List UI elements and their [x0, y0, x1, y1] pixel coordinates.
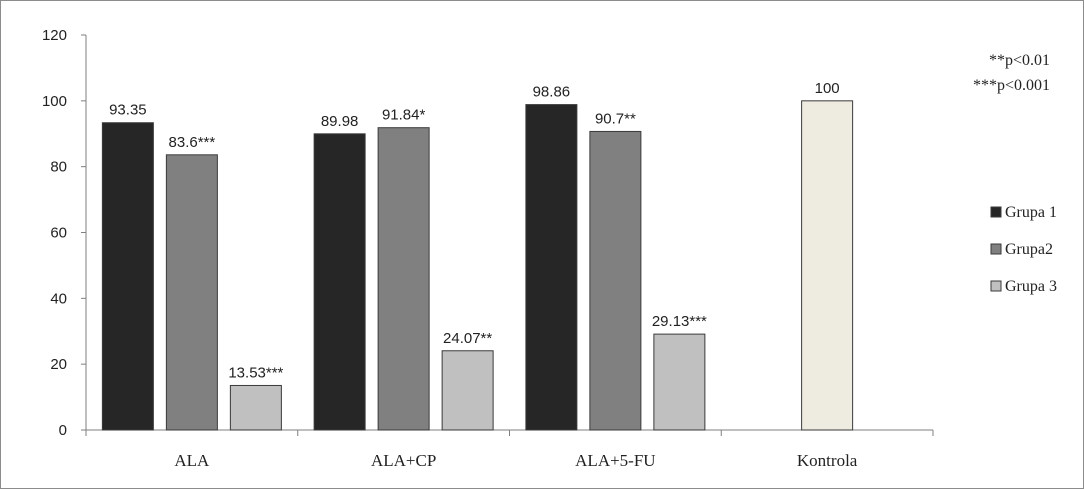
bars-group: [101, 100, 854, 431]
y-tick-label: 20: [50, 356, 67, 373]
y-tick-label: 100: [42, 93, 67, 110]
bar: [441, 350, 494, 431]
significance-note: ***p<0.001: [973, 77, 1050, 94]
legend: Grupa 1 Grupa2 Grupa 3: [990, 204, 1057, 295]
x-category-label: ALA+CP: [371, 451, 436, 470]
legend-label: Grupa2: [1005, 241, 1053, 258]
y-tick-label: 120: [42, 27, 67, 44]
data-label: 83.6***: [169, 134, 216, 151]
bar: [229, 384, 282, 431]
data-label: 98.86: [533, 84, 571, 101]
bar: [801, 100, 854, 431]
legend-label: Grupa 3: [1005, 278, 1057, 295]
bar: [101, 122, 154, 431]
data-label: 90.7**: [595, 110, 636, 127]
bar: [525, 104, 578, 431]
legend-swatch: [990, 280, 1002, 292]
x-category-label: Kontrola: [797, 451, 858, 470]
bar: [377, 127, 430, 431]
bar: [653, 333, 706, 431]
bar: [165, 154, 218, 431]
bar: [313, 133, 366, 431]
x-axis: ALA ALA+CP ALA+5-FU Kontrola: [85, 429, 934, 470]
bar: [589, 130, 642, 431]
data-label: 24.07**: [443, 330, 492, 347]
y-axis: 0 20 40 60 80 100 120: [42, 27, 87, 439]
data-label: 93.35: [109, 102, 147, 119]
x-category-label: ALA+5-FU: [575, 451, 655, 470]
significance-notes: **p<0.01 ***p<0.001: [973, 52, 1050, 94]
legend-label: Grupa 1: [1005, 204, 1057, 221]
y-tick-label: 80: [50, 159, 67, 176]
data-label: 89.98: [321, 113, 359, 130]
x-category-label: ALA: [174, 451, 210, 470]
y-tick-label: 60: [50, 225, 67, 242]
legend-swatch: [990, 243, 1002, 255]
data-label: 13.53***: [228, 364, 283, 381]
y-tick-label: 40: [50, 290, 67, 307]
data-label: 100: [815, 80, 840, 97]
legend-swatch: [990, 206, 1002, 218]
y-tick-label: 0: [59, 422, 67, 439]
data-label: 91.84*: [382, 107, 426, 124]
significance-note: **p<0.01: [989, 52, 1050, 69]
data-label: 29.13***: [652, 313, 707, 330]
data-labels-group: 93.35 89.98 98.86 83.6*** 91.84* 90.7** 13.53*…: [109, 80, 840, 382]
